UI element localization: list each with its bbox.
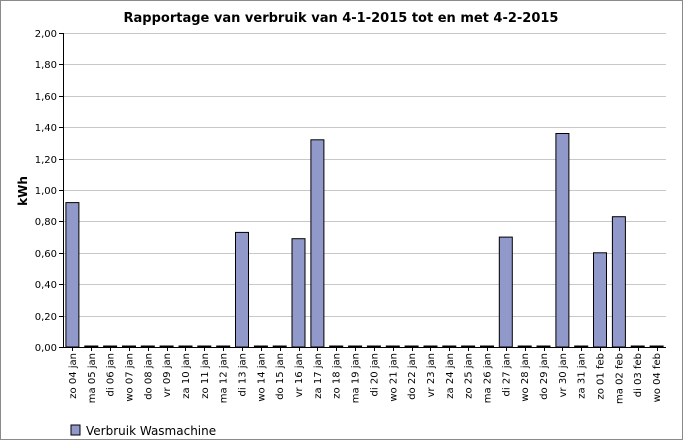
bar [216, 345, 231, 348]
bar [159, 345, 174, 348]
x-tick-label: wo 07 jan [125, 353, 136, 402]
y-tick-label: 1,60 [35, 92, 57, 103]
bar [103, 345, 118, 348]
bar [310, 139, 325, 348]
bar [253, 345, 268, 348]
x-tick-label: do 15 jan [275, 353, 286, 400]
y-tick-label: 0,20 [35, 312, 57, 323]
legend: Verbruik Wasmachine [70, 424, 216, 438]
bar [649, 345, 664, 348]
bar [593, 252, 607, 348]
bar [84, 345, 99, 348]
bar [498, 236, 513, 348]
y-tick-labels: 0,00 0,20 0,40 0,60 0,80 1,00 1,20 1,40 1,60 1,80… [35, 29, 63, 354]
axes [63, 33, 666, 348]
x-tick-label: za 24 jan [445, 353, 456, 399]
bar [611, 216, 626, 348]
bar [291, 238, 306, 348]
x-tick-label: ma 12 jan [219, 353, 230, 403]
bars [65, 133, 664, 348]
bar [423, 345, 438, 348]
bar [235, 231, 249, 348]
y-tick-label: 0,40 [35, 280, 57, 291]
x-tick-label: zo 04 jan [68, 353, 79, 399]
bar [461, 345, 476, 348]
y-tick-label: 0,60 [35, 249, 57, 260]
y-tick-label: 0,80 [35, 217, 57, 228]
legend-label: Verbruik Wasmachine [86, 424, 216, 438]
bar [385, 345, 400, 348]
x-tick-label: di 20 jan [369, 353, 380, 396]
x-tick-label: ma 05 jan [87, 353, 98, 403]
x-tick-label: wo 28 jan [520, 353, 531, 402]
x-tick-label: za 31 jan [577, 353, 588, 399]
x-tick-label: vr 09 jan [162, 353, 173, 397]
bar [122, 345, 136, 348]
x-tick-label: di 06 jan [106, 353, 117, 396]
y-tick-label: 2,00 [35, 29, 57, 40]
bar [178, 345, 193, 348]
x-tick-label: ma 26 jan [483, 353, 494, 403]
bar [348, 345, 363, 348]
x-tick-label: zo 25 jan [464, 353, 475, 399]
bar [630, 345, 645, 348]
bar [517, 345, 532, 348]
x-tick-label: vr 16 jan [294, 353, 305, 397]
bar [272, 345, 287, 348]
x-tick-label: ma 02 feb [614, 353, 625, 404]
bar [65, 202, 80, 348]
x-tick-label: di 13 jan [238, 353, 249, 396]
x-tick-label: zo 18 jan [332, 353, 343, 399]
x-tick-label: do 29 jan [539, 353, 550, 400]
legend-swatch [70, 424, 81, 436]
bar [480, 345, 494, 348]
x-tick-label: wo 04 feb [652, 353, 663, 402]
x-tick-label: vr 30 jan [558, 353, 569, 397]
y-tick-label: 0,00 [35, 343, 57, 354]
chart-title: Rapportage van verbruik van 4-1-2015 tot… [124, 11, 559, 26]
x-tick-label: do 22 jan [407, 353, 418, 400]
bar [140, 345, 155, 348]
bar [555, 133, 570, 348]
bar [442, 345, 457, 348]
y-tick-label: 1,20 [35, 155, 57, 166]
y-tick-label: 1,00 [35, 186, 57, 197]
y-tick-label: 1,80 [35, 60, 57, 71]
gridlines [63, 33, 666, 348]
x-tick-label: zo 11 jan [200, 353, 211, 399]
y-tick-label: 1,40 [35, 123, 57, 134]
x-tick-label: wo 21 jan [388, 353, 399, 402]
x-tick-label: do 08 jan [143, 353, 154, 400]
bar [536, 345, 551, 348]
bar [404, 345, 419, 348]
bar [574, 345, 589, 348]
x-tick-label: zo 01 feb [596, 353, 607, 399]
x-tick-label: di 03 feb [633, 353, 644, 397]
bar [329, 345, 344, 348]
x-tick-label: di 27 jan [501, 353, 512, 396]
x-tick-label: ma 19 jan [351, 353, 362, 403]
x-tick-label: za 17 jan [313, 353, 324, 399]
y-axis-label: kWh [16, 176, 30, 206]
x-tick-label: za 10 jan [181, 353, 192, 399]
x-tick-label: vr 23 jan [426, 353, 437, 397]
bar [366, 345, 381, 348]
x-tick-label: wo 14 jan [256, 353, 267, 402]
x-tick-labels: zo 04 jan ma 05 jan di 06 jan wo 07 jan do 0… [68, 347, 663, 404]
bar [197, 345, 212, 348]
